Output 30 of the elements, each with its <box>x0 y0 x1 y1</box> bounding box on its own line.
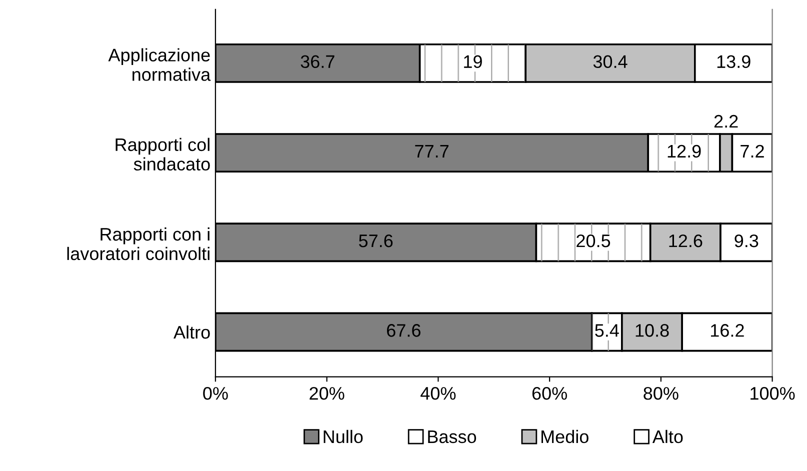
data-label: 77.7 <box>415 145 448 158</box>
data-label: 2.2 <box>714 114 738 128</box>
x-tick-label: 20% <box>310 387 344 400</box>
legend-label: Basso <box>428 430 476 444</box>
data-label: 12.9 <box>668 144 701 158</box>
data-label: 67.6 <box>387 324 420 337</box>
data-label: 13.9 <box>717 55 750 68</box>
data-label: 7.2 <box>740 144 764 158</box>
x-tick-label: 80% <box>644 387 678 400</box>
data-label: 57.6 <box>358 234 393 248</box>
x-tick-label: 100% <box>750 387 795 400</box>
data-label: 5.4 <box>595 324 619 337</box>
legend-label: Alto <box>652 430 683 444</box>
x-tick-label: 0% <box>203 387 228 400</box>
legend-label: Nullo <box>324 430 363 444</box>
y-tick-label: Applicazione normativa <box>108 48 211 81</box>
x-tick-label: 40% <box>420 387 456 400</box>
y-tick-label: Altro <box>174 325 210 339</box>
data-label: 19 <box>464 55 482 68</box>
data-label: 36.7 <box>300 55 334 68</box>
data-label: 30.4 <box>593 55 628 68</box>
data-label: 16.2 <box>711 324 744 337</box>
y-tick-label: Rapporti con i lavoratori coinvolti <box>67 227 210 260</box>
legend-label: Medio <box>542 430 588 444</box>
data-label: 12.6 <box>669 234 702 248</box>
data-label: 10.8 <box>636 324 669 337</box>
data-label: 9.3 <box>734 234 758 248</box>
x-tick-label: 60% <box>532 387 567 400</box>
y-tick-label: Rapporti col sindacato <box>116 138 210 171</box>
data-label: 20.5 <box>576 234 610 248</box>
